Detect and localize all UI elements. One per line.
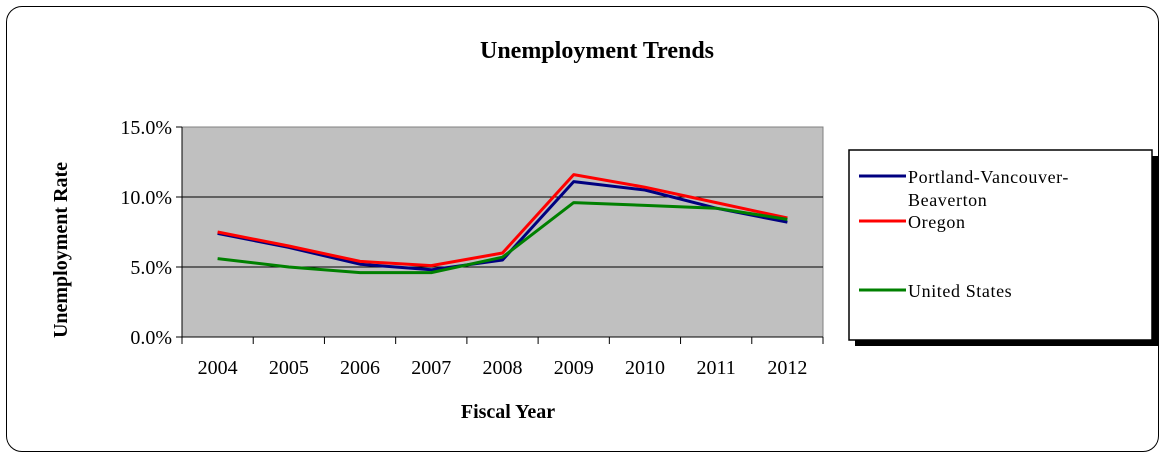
series-line-oregon xyxy=(217,173,788,268)
y-tick-label: 15.0% xyxy=(120,117,172,139)
x-tick-label: 2011 xyxy=(697,357,736,379)
legend-label: Oregon xyxy=(908,212,966,232)
y-tick-label: 5.0% xyxy=(130,257,172,279)
y-axis-title: Unemployment Rate xyxy=(50,162,72,338)
legend-box xyxy=(848,149,1153,341)
x-tick-label: 2007 xyxy=(411,357,451,379)
series-line-portland-vancouver-beaverton xyxy=(217,180,788,272)
chart-title: Unemployment Trends xyxy=(480,38,714,64)
y-tick-label: 10.0% xyxy=(120,187,172,209)
legend-label: United States xyxy=(908,281,1012,301)
plot-area-group: 0.0% 5.0% 10.0% 15.0% 2004 2005 2006 2007 2008 20… xyxy=(120,117,824,379)
x-tick-label: 2012 xyxy=(767,357,807,379)
x-tick-label: 2005 xyxy=(269,357,309,379)
plot-area xyxy=(181,126,824,338)
x-tick-label: 2009 xyxy=(554,357,594,379)
series-line-united-states xyxy=(217,201,788,275)
x-tick-label: 2004 xyxy=(198,357,238,379)
x-tick-label: 2006 xyxy=(340,357,380,379)
legend-label: Portland-Vancouver- xyxy=(908,167,1069,187)
x-axis-title: Fiscal Year xyxy=(461,401,555,423)
legend-label: Beaverton xyxy=(908,190,987,210)
x-tick-label: 2008 xyxy=(483,357,523,379)
x-tick-label: 2010 xyxy=(625,357,665,379)
y-tick-label: 0.0% xyxy=(130,327,172,349)
